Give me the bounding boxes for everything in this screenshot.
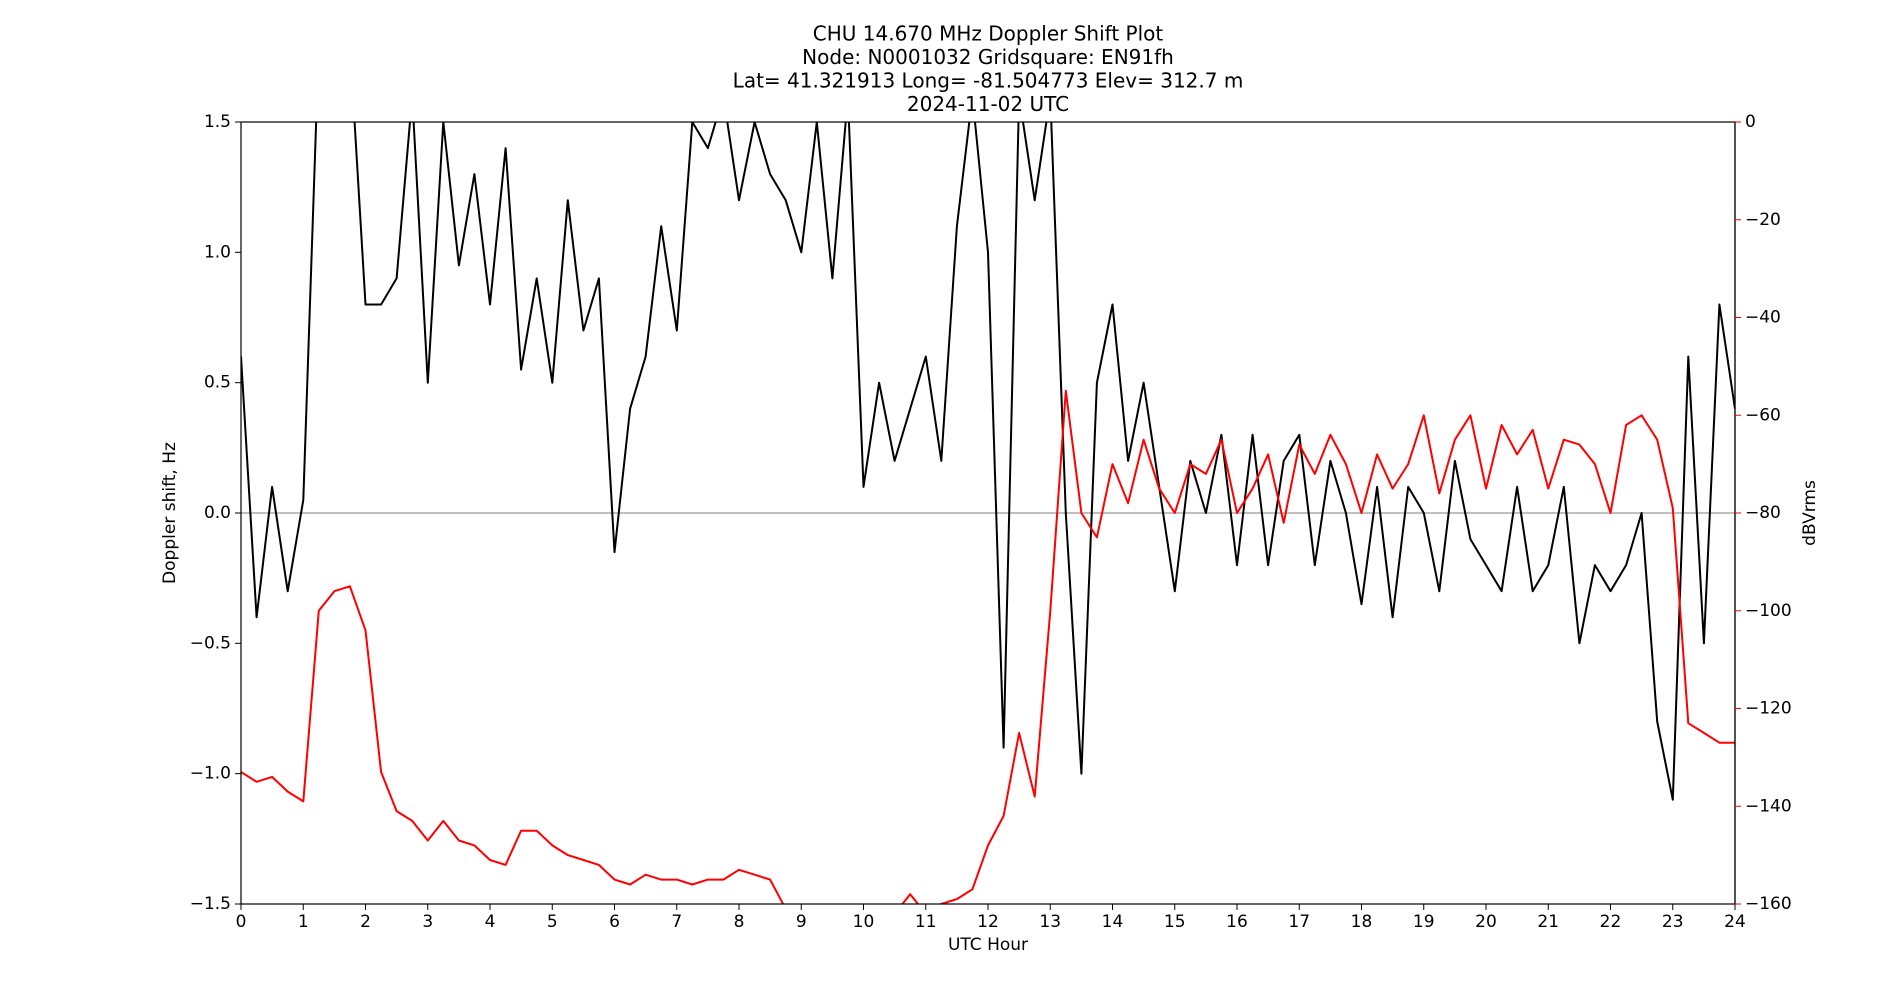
x-axis-label: UTC Hour: [948, 935, 1028, 955]
x-tick-label: 8: [734, 912, 745, 932]
x-tick-label: 19: [1413, 912, 1435, 932]
y-tick-label: 1.0: [204, 242, 231, 262]
y2-tick-label: −120: [1745, 699, 1792, 719]
y2-tick-label: −100: [1745, 601, 1792, 621]
x-tick-label: 24: [1724, 912, 1746, 932]
y-tick-label: −1.5: [190, 894, 231, 914]
x-tick-label: 10: [853, 912, 875, 932]
y-tick-label: −1.0: [190, 764, 231, 784]
data-line: [241, 122, 1735, 801]
x-tick-label: 18: [1351, 912, 1373, 932]
plot-area: [241, 122, 1735, 904]
x-tick-label: 4: [485, 912, 496, 932]
x-tick-label: 6: [609, 912, 620, 932]
title-line: Node: N0001032 Gridsquare: EN91fh: [802, 45, 1174, 69]
y2-tick-label: −140: [1745, 796, 1792, 816]
x-tick-label: 2: [360, 912, 371, 932]
x-tick-label: 5: [547, 912, 558, 932]
y-tick-label: 0.5: [204, 373, 231, 393]
x-tick-label: 17: [1288, 912, 1310, 932]
title-line: Lat= 41.321913 Long= -81.504773 Elev= 31…: [733, 69, 1244, 93]
data-line: [241, 389, 1735, 904]
x-tick-label: 23: [1662, 912, 1684, 932]
title-line: 2024-11-02 UTC: [907, 92, 1069, 116]
x-tick-label: 22: [1600, 912, 1622, 932]
x-tick-label: 15: [1164, 912, 1186, 932]
y-axis-label: Doppler shift, Hz: [160, 442, 180, 584]
y-tick-label: 1.5: [204, 112, 231, 132]
title-line: CHU 14.670 MHz Doppler Shift Plot: [813, 22, 1164, 46]
y2-tick-label: −160: [1745, 894, 1792, 914]
x-tick-label: 13: [1039, 912, 1061, 932]
x-tick-label: 3: [422, 912, 433, 932]
x-tick-label: 12: [977, 912, 999, 932]
x-tick-label: 16: [1226, 912, 1248, 932]
y2-tick-label: 0: [1745, 112, 1756, 132]
y2-tick-label: −60: [1745, 405, 1781, 425]
y2-tick-label: −80: [1745, 503, 1781, 523]
x-tick-label: 11: [915, 912, 937, 932]
x-tick-label: 21: [1537, 912, 1559, 932]
x-tick-label: 14: [1102, 912, 1124, 932]
x-tick-label: 9: [796, 912, 807, 932]
y2-axis-label: dBVrms: [1800, 480, 1820, 546]
x-tick-label: 7: [671, 912, 682, 932]
x-tick-label: 20: [1475, 912, 1497, 932]
y2-tick-label: −40: [1745, 308, 1781, 328]
x-tick-label: 0: [236, 912, 247, 932]
y-tick-label: 0.0: [204, 503, 231, 523]
y-tick-label: −0.5: [190, 633, 231, 653]
y2-tick-label: −20: [1745, 210, 1781, 230]
x-tick-label: 1: [298, 912, 309, 932]
